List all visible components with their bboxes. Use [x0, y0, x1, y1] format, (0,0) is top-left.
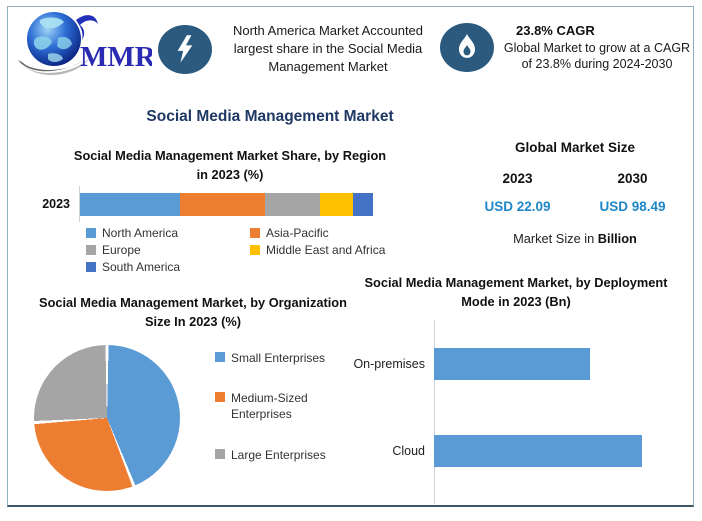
mmr-logo: MMR [14, 8, 152, 78]
boost-text: North America Market Accounted largest s… [232, 23, 424, 75]
market-size-year-2030: 2030 [617, 171, 648, 186]
legend-label-medium-sized-enterprises: Medium-Sized Enterprises [231, 391, 308, 422]
caption-prefix: Market Size in [513, 231, 598, 246]
legend-swatch-large-enterprises [215, 448, 225, 459]
flame-bubble [440, 23, 494, 73]
deployment-label-on-premises: On-premises [353, 357, 425, 371]
deployment-row-on-premises: On-premises [352, 348, 682, 380]
cagr-text-block: 23.8% CAGR Global Market to grow at a CA… [502, 22, 692, 73]
legend-label-middle-east-and-africa: Middle East and Africa [266, 243, 386, 257]
bar-segment-middle-east-and-africa [320, 193, 353, 216]
legend-swatch-europe [86, 245, 96, 255]
legend-item-medium-sized-enterprises: Medium-Sized Enterprises [215, 390, 340, 422]
legend-label-asia-pacific: Asia-Pacific [266, 226, 329, 240]
region-axis-line [79, 186, 80, 222]
legend-item-europe: Europe [86, 243, 250, 257]
lightning-icon [177, 35, 193, 64]
market-size-year-2023: 2023 [502, 171, 533, 186]
legend-label-north-america: North America [102, 226, 179, 240]
org-legend: Small Enterprises Medium-Sized Enterprise… [215, 350, 340, 463]
market-size-values: USD 22.09 USD 98.49 [460, 199, 690, 214]
legend-label-large-enterprises: Large Enterprises [231, 447, 326, 462]
market-size-caption: Market Size in Billion [460, 231, 690, 246]
cagr-heading: 23.8% CAGR [516, 23, 595, 38]
lightning-bubble [158, 24, 212, 74]
org-chart-title: Social Media Management Market, by Organ… [39, 295, 347, 329]
cagr-body: Global Market to grow at a CAGR of 23.8%… [503, 40, 691, 72]
legend-item-middle-east-and-africa: Middle East and Africa [250, 243, 386, 257]
globe-logo-icon: MMR [18, 12, 152, 76]
legend-swatch-south-america [86, 262, 96, 272]
region-legend: North America Asia-Pacific Europe Middle Ea… [86, 226, 386, 274]
legend-item-north-america: North America [86, 226, 250, 240]
deployment-bar-cloud [434, 435, 642, 467]
region-stacked-bar [80, 193, 374, 216]
deployment-label-cloud: Cloud [392, 444, 425, 458]
cagr-callout: 23.8% CAGR Global Market to grow at a CA… [440, 22, 692, 73]
legend-label-europe: Europe [102, 243, 141, 257]
caption-unit: Billion [597, 231, 637, 246]
legend-item-south-america: South America [86, 260, 250, 274]
market-size-value-2030: USD 98.49 [599, 199, 666, 214]
org-pie-chart [34, 345, 180, 491]
market-size-heading: Global Market Size [514, 140, 636, 155]
region-chart-title: Social Media Management Market Share, by… [73, 148, 387, 182]
deployment-bar-on-premises [434, 348, 590, 380]
market-size-value-2023: USD 22.09 [484, 199, 551, 214]
deployment-axis-line [434, 320, 435, 504]
legend-swatch-medium-sized-enterprises [215, 392, 225, 403]
bar-segment-south-america [352, 193, 374, 216]
legend-swatch-small-enterprises [215, 352, 225, 362]
bar-segment-europe [264, 193, 321, 216]
legend-swatch-middle-east-and-africa [250, 245, 260, 255]
legend-label-south-america: South America [102, 260, 181, 274]
deployment-chart-title: Social Media Management Market, by Deplo… [364, 275, 668, 309]
legend-swatch-north-america [86, 228, 96, 238]
market-size-years: 2023 2030 [460, 171, 690, 186]
legend-item-asia-pacific: Asia-Pacific [250, 226, 386, 240]
region-category-label: 2023 [42, 197, 70, 211]
bar-segment-asia-pacific [179, 193, 265, 216]
logo-text: MMR [80, 41, 152, 73]
legend-swatch-asia-pacific [250, 228, 260, 238]
bar-segment-north-america [80, 193, 180, 216]
boost-callout: North America Market Accounted largest s… [158, 22, 436, 77]
deployment-row-cloud: Cloud [352, 435, 682, 467]
legend-label-small-enterprises: Small Enterprises [231, 351, 326, 365]
flame-icon [459, 33, 475, 58]
legend-item-small-enterprises: Small Enterprises [215, 350, 340, 366]
legend-item-large-enterprises: Large Enterprises [215, 447, 340, 463]
page-title: Social Media Management Market [146, 108, 394, 125]
